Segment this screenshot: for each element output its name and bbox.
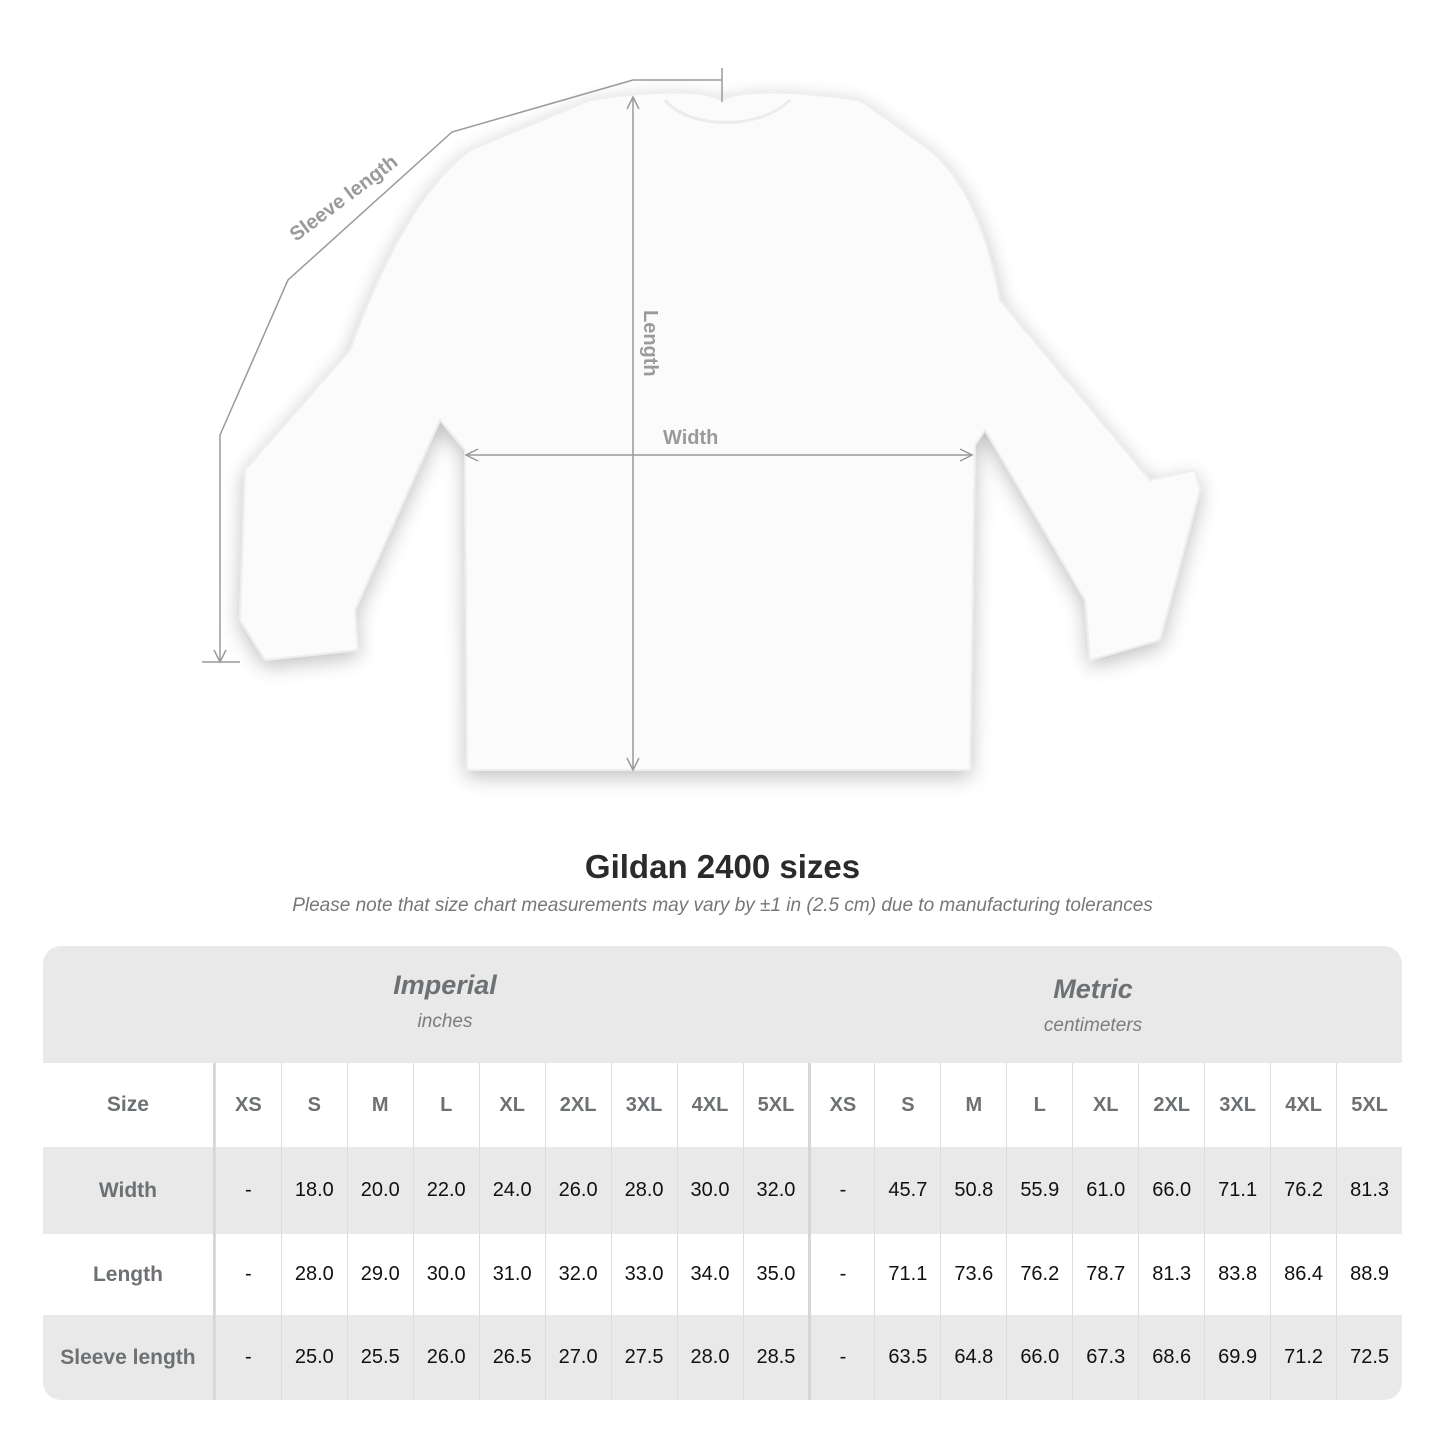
- row-label: Width: [43, 1147, 215, 1234]
- metric-size-xs: XS: [808, 1063, 874, 1147]
- metric-value-cell: 66.0: [1138, 1147, 1204, 1234]
- metric-value-cell: -: [808, 1234, 874, 1315]
- imperial-value-cell: 20.0: [346, 1147, 413, 1234]
- shirt-diagram: Sleeve length Length Width: [202, 68, 1202, 772]
- imperial-size-s: S: [280, 1063, 347, 1147]
- size-header-row: Size XS S M L XL 2XL 3XL 4XL 5XL XS S M L XL 2XL 3XL 4XL 5…: [43, 1063, 1402, 1147]
- table-row-sleeve-length: Sleeve length -25.0 25.5 26.0 26.5 27.0 27.5 28…: [43, 1315, 1402, 1400]
- metric-size-m: M: [940, 1063, 1006, 1147]
- page-title: Gildan 2400 sizes: [584, 848, 861, 885]
- metric-value-cell: 71.1: [874, 1234, 940, 1315]
- metric-value-cell: 63.5: [874, 1315, 940, 1400]
- sleeve-length-line: [219, 79, 722, 662]
- measurement-lines: [202, 68, 974, 772]
- imperial-value-cell: 34.0: [676, 1234, 743, 1315]
- imperial-size-4xl: 4XL: [676, 1063, 743, 1147]
- table-row-length: Length -28.0 29.0 30.0 31.0 32.0 33.0 34.0 35.0-…: [43, 1234, 1402, 1315]
- metric-value-cell: 71.2: [1270, 1315, 1336, 1400]
- metric-unit: centimeters: [1043, 1015, 1143, 1036]
- metric-value-cell: 64.8: [940, 1315, 1006, 1400]
- metric-value-cell: -: [808, 1315, 874, 1400]
- metric-value-cell: 88.9: [1336, 1234, 1402, 1315]
- metric-value-cell: 86.4: [1270, 1234, 1336, 1315]
- metric-size-2xl: 2XL: [1138, 1063, 1204, 1147]
- imperial-value-cell: 30.0: [676, 1147, 743, 1234]
- metric-size-3xl: 3XL: [1204, 1063, 1270, 1147]
- metric-size-xl: XL: [1072, 1063, 1138, 1147]
- metric-value-cell: 61.0: [1072, 1147, 1138, 1234]
- imperial-value-cell: 18.0: [280, 1147, 347, 1234]
- metric-value-cell: 69.9: [1204, 1315, 1270, 1400]
- tolerance-note: Please note that size chart measurements…: [292, 895, 1153, 916]
- metric-value-cell: 50.8: [940, 1147, 1006, 1234]
- metric-value-cell: -: [808, 1147, 874, 1234]
- metric-value-cell: 55.9: [1006, 1147, 1072, 1234]
- metric-header: Metric centimeters: [863, 974, 1323, 1037]
- metric-size-5xl: 5XL: [1336, 1063, 1402, 1147]
- imperial-value-cell: 27.5: [610, 1315, 677, 1400]
- imperial-value-cell: -: [214, 1147, 281, 1234]
- imperial-size-3xl: 3XL: [610, 1063, 677, 1147]
- metric-size-l: L: [1006, 1063, 1072, 1147]
- imperial-value-cell: 35.0: [742, 1234, 809, 1315]
- imperial-size-5xl: 5XL: [742, 1063, 809, 1147]
- metric-value-cell: 76.2: [1270, 1147, 1336, 1234]
- imperial-value-cell: 28.0: [676, 1315, 743, 1400]
- metric-value-cell: 81.3: [1336, 1147, 1402, 1234]
- metric-value-cell: 45.7: [874, 1147, 940, 1234]
- imperial-value-cell: 28.0: [610, 1147, 677, 1234]
- imperial-value-cell: 31.0: [478, 1234, 545, 1315]
- metric-value-cell: 72.5: [1336, 1315, 1402, 1400]
- imperial-unit: inches: [417, 1011, 473, 1032]
- length-label: Length: [639, 310, 661, 377]
- imperial-value-cell: -: [214, 1315, 281, 1400]
- metric-value-cell: 67.3: [1072, 1315, 1138, 1400]
- imperial-title: Imperial: [393, 970, 497, 1000]
- unit-header-band: Imperial inches Metric centimeters: [43, 946, 1402, 1063]
- imperial-value-cell: 25.5: [346, 1315, 413, 1400]
- metric-value-cell: 68.6: [1138, 1315, 1204, 1400]
- imperial-value-cell: 33.0: [610, 1234, 677, 1315]
- imperial-value-cell: 26.5: [478, 1315, 545, 1400]
- metric-size-4xl: 4XL: [1270, 1063, 1336, 1147]
- metric-title: Metric: [1053, 974, 1133, 1004]
- metric-value-cell: 73.6: [940, 1234, 1006, 1315]
- metric-value-cell: 81.3: [1138, 1234, 1204, 1315]
- imperial-value-cell: 27.0: [544, 1315, 611, 1400]
- imperial-value-cell: 29.0: [346, 1234, 413, 1315]
- row-label: Length: [43, 1234, 215, 1315]
- width-label: Width: [663, 427, 718, 449]
- imperial-header: Imperial inches: [215, 970, 675, 1033]
- imperial-value-cell: 25.0: [280, 1315, 347, 1400]
- imperial-value-cell: 22.0: [412, 1147, 479, 1234]
- imperial-value-cell: 32.0: [742, 1147, 809, 1234]
- metric-size-s: S: [874, 1063, 940, 1147]
- sleeve-length-label: Sleeve length: [286, 151, 402, 246]
- metric-value-cell: 83.8: [1204, 1234, 1270, 1315]
- table-row-width: Width -18.0 20.0 22.0 24.0 26.0 28.0 30.0 32.0-4…: [43, 1147, 1402, 1234]
- metric-value-cell: 76.2: [1006, 1234, 1072, 1315]
- imperial-value-cell: 24.0: [478, 1147, 545, 1234]
- imperial-size-m: M: [346, 1063, 413, 1147]
- imperial-size-xl: XL: [478, 1063, 545, 1147]
- imperial-size-2xl: 2XL: [544, 1063, 611, 1147]
- row-label: Sleeve length: [43, 1315, 215, 1400]
- metric-value-cell: 78.7: [1072, 1234, 1138, 1315]
- imperial-size-xs: XS: [214, 1063, 281, 1147]
- metric-value-cell: 71.1: [1204, 1147, 1270, 1234]
- imperial-value-cell: 26.0: [544, 1147, 611, 1234]
- imperial-size-l: L: [412, 1063, 479, 1147]
- imperial-value-cell: -: [214, 1234, 281, 1315]
- imperial-value-cell: 28.0: [280, 1234, 347, 1315]
- imperial-value-cell: 32.0: [544, 1234, 611, 1315]
- size-header-label: Size: [43, 1063, 215, 1147]
- imperial-value-cell: 30.0: [412, 1234, 479, 1315]
- size-table: Imperial inches Metric centimeters Size X…: [43, 946, 1402, 1400]
- imperial-value-cell: 26.0: [412, 1315, 479, 1400]
- metric-value-cell: 66.0: [1006, 1315, 1072, 1400]
- imperial-value-cell: 28.5: [742, 1315, 809, 1400]
